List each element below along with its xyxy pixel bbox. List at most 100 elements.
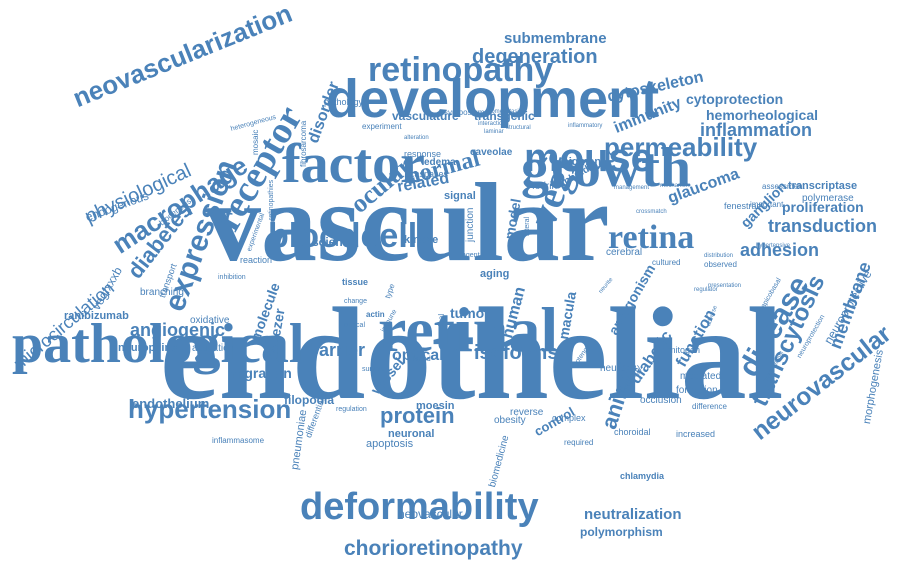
word: increased xyxy=(676,429,716,440)
word: vascular xyxy=(205,160,610,285)
word: chorioretinopathy xyxy=(344,537,523,561)
word: edema xyxy=(424,156,456,168)
word: dual xyxy=(437,314,446,330)
word: biomedicine xyxy=(487,433,512,489)
word: pathology xyxy=(324,97,364,108)
word: change xyxy=(344,298,367,306)
word: laminar xyxy=(484,128,504,135)
word: reaction xyxy=(240,255,273,266)
word: hemorheological xyxy=(706,107,819,124)
word: cultured xyxy=(652,258,681,268)
word: hypertensive xyxy=(756,242,791,249)
word: development xyxy=(326,69,660,130)
word: neovascularization xyxy=(69,0,297,114)
word: difference xyxy=(692,402,727,412)
word: retinal xyxy=(378,293,559,365)
word: endothelial xyxy=(160,279,784,427)
word: isoforms xyxy=(474,342,559,364)
word: mediated xyxy=(680,370,722,382)
word: signal xyxy=(444,189,476,202)
word: structural xyxy=(506,124,531,131)
word: pathological xyxy=(12,313,305,376)
word: angiogenic xyxy=(130,319,226,340)
word: survival xyxy=(362,366,386,374)
word: deformability xyxy=(300,485,539,528)
word: regulator xyxy=(694,286,718,293)
word: transduction xyxy=(768,215,878,236)
word: clinical xyxy=(344,322,366,330)
word: observed xyxy=(704,260,737,270)
word: cerebral xyxy=(606,246,643,258)
word: junction xyxy=(465,207,476,242)
word: migration xyxy=(228,365,292,382)
word: inflammasome xyxy=(212,436,265,446)
word: hypertension xyxy=(128,393,292,424)
word: management xyxy=(614,184,650,191)
word: moesin xyxy=(416,399,455,412)
word: lateral xyxy=(524,216,531,237)
word: interaction xyxy=(478,120,506,127)
word: presentation xyxy=(708,282,742,289)
word: optical xyxy=(392,347,444,365)
word: mosaic xyxy=(251,129,260,156)
word: crossmatch xyxy=(636,208,667,215)
word: inflammatory xyxy=(568,122,603,129)
word: fenestrae xyxy=(724,201,762,212)
word: distribution xyxy=(704,252,734,259)
word: mitogen xyxy=(668,345,701,356)
word: caveolae xyxy=(470,146,513,158)
word: tumor xyxy=(450,305,490,322)
word: occlusion xyxy=(640,394,682,406)
word: required xyxy=(564,438,594,448)
word: science xyxy=(312,234,357,249)
word: protein xyxy=(380,403,455,429)
word: ligand xyxy=(412,356,431,364)
word: formation xyxy=(676,384,718,396)
word: transcriptase xyxy=(788,179,858,192)
word: retina xyxy=(608,219,695,257)
word: ranibizumab xyxy=(64,309,129,322)
word: obesity xyxy=(494,414,526,426)
word: actin xyxy=(366,310,385,320)
word: neuronal xyxy=(388,427,435,440)
word: response xyxy=(404,149,442,160)
word: filopodia xyxy=(284,392,334,407)
word: proliferation xyxy=(782,199,864,216)
word: pigment xyxy=(562,155,605,168)
word: choroidal xyxy=(614,427,651,438)
word: agent xyxy=(462,252,480,260)
word: regulation xyxy=(336,406,367,414)
word: chlamydia xyxy=(620,471,665,482)
word: vasculature xyxy=(392,108,459,123)
word: alteration xyxy=(404,134,429,141)
word: branching xyxy=(140,286,184,298)
word: factor xyxy=(282,133,426,196)
word: important xyxy=(750,200,784,210)
word: apoptosis xyxy=(366,437,414,450)
word: retinopathies xyxy=(268,179,275,221)
word: endothelium xyxy=(132,395,210,411)
word: inhibition xyxy=(218,274,246,282)
word: permeability xyxy=(604,131,758,162)
word: neuron xyxy=(600,362,632,374)
word: activation xyxy=(192,342,235,354)
word: inflammation xyxy=(700,119,813,140)
word: complex xyxy=(552,413,586,424)
word: mouse xyxy=(524,136,653,180)
word: experiment xyxy=(362,122,402,132)
word: caspases xyxy=(410,169,449,180)
word: degeneration xyxy=(472,46,598,68)
word: cytoprotection xyxy=(686,91,784,108)
word: assessment xyxy=(762,182,805,192)
word: growth xyxy=(521,137,692,200)
word: aging xyxy=(480,267,510,280)
word: oxidative xyxy=(190,314,230,326)
word: transgenic xyxy=(474,108,535,123)
word: retinopathy xyxy=(368,51,554,90)
word: neovascular xyxy=(398,506,463,521)
word: tissue xyxy=(342,277,369,288)
word: polymerase xyxy=(802,192,854,204)
word: submembrane xyxy=(504,30,607,48)
word: neuropilins xyxy=(118,341,178,354)
